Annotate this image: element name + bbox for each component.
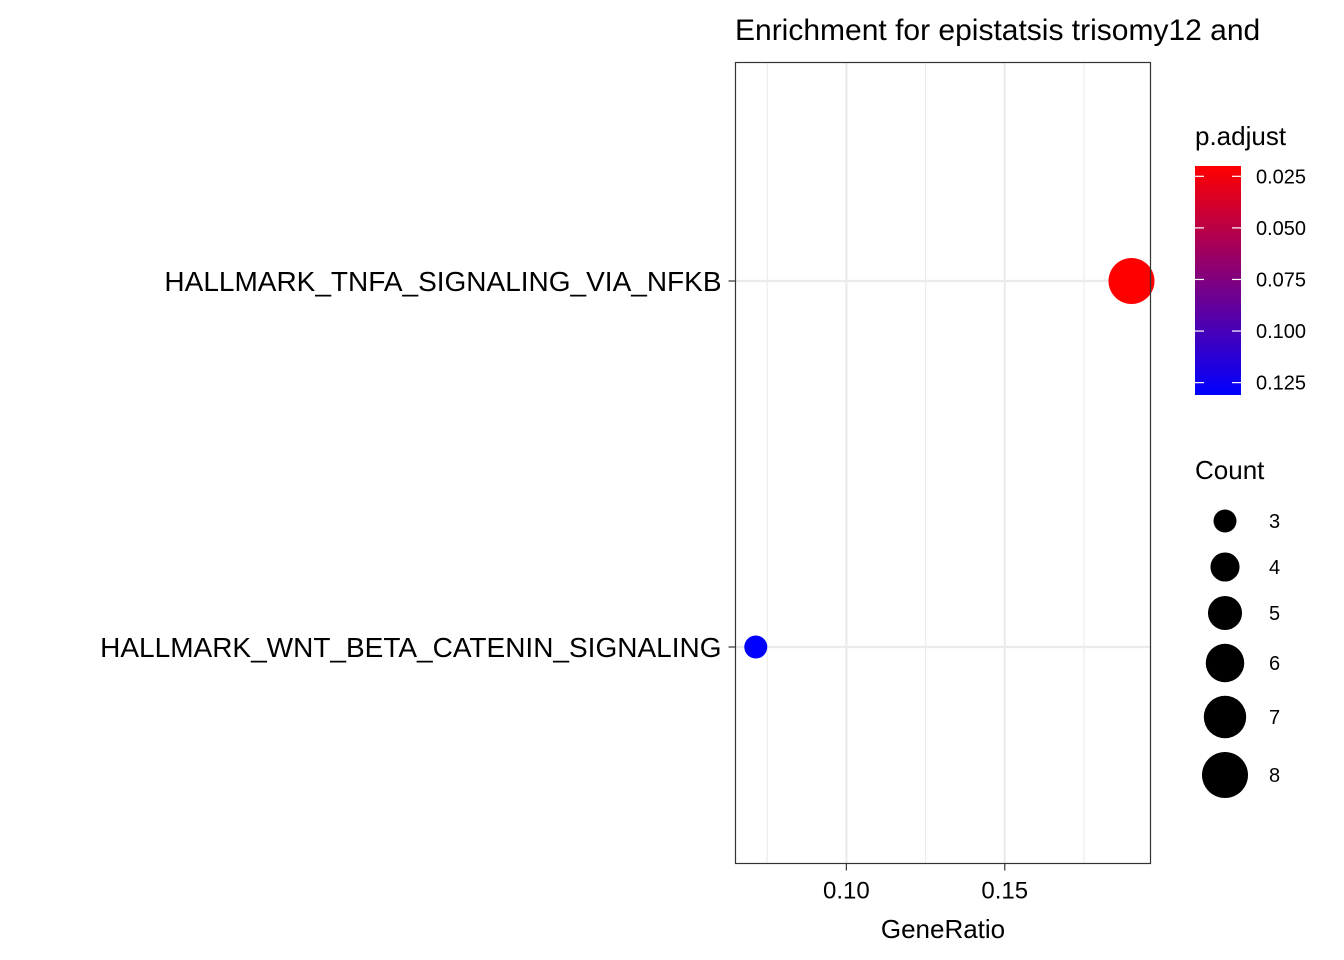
color-legend-label: 0.075 bbox=[1256, 269, 1306, 291]
panel-border bbox=[734, 61, 1152, 865]
color-bar bbox=[1195, 166, 1241, 395]
y-tick-label: HALLMARK_WNT_BETA_CATENIN_SIGNALING bbox=[100, 632, 721, 663]
color-legend-label: 0.025 bbox=[1256, 166, 1306, 188]
color-legend-label: 0.100 bbox=[1256, 321, 1306, 343]
count-legend-dot bbox=[1205, 643, 1245, 683]
chart-title: Enrichment for epistatsis trisomy12 and bbox=[735, 14, 1260, 47]
count-legend-dot bbox=[1210, 552, 1240, 582]
count-legend-dot bbox=[1203, 695, 1247, 739]
data-point bbox=[744, 635, 768, 659]
count-legend-label: 3 bbox=[1269, 511, 1280, 533]
x-axis-title: GeneRatio bbox=[881, 914, 1005, 944]
x-tick-label: 0.15 bbox=[981, 878, 1028, 905]
p-adjust-legend-title: p.adjust bbox=[1195, 121, 1287, 151]
count-legend-label: 5 bbox=[1269, 603, 1280, 625]
y-tick-label: HALLMARK_TNFA_SIGNALING_VIA_NFKB bbox=[164, 266, 721, 297]
y-axis: HALLMARK_TNFA_SIGNALING_VIA_NFKB HALLMARK… bbox=[100, 266, 736, 663]
count-legend-dot bbox=[1202, 752, 1248, 798]
count-legend: Count 3 4 5 6 7 8 bbox=[1195, 455, 1280, 798]
count-legend-label: 6 bbox=[1269, 653, 1280, 675]
p-adjust-legend: p.adjust 0.025 0.050 0.075 0.100 0.125 bbox=[1195, 121, 1306, 395]
x-axis: 0.10 0.15 bbox=[823, 863, 1028, 905]
count-legend-title: Count bbox=[1195, 455, 1265, 485]
x-tick-label: 0.10 bbox=[823, 878, 870, 905]
color-legend-label: 0.050 bbox=[1256, 218, 1306, 240]
panel-background bbox=[735, 62, 1151, 864]
data-point bbox=[1108, 258, 1155, 304]
color-legend-label: 0.125 bbox=[1256, 373, 1306, 395]
count-legend-label: 7 bbox=[1269, 707, 1280, 729]
count-legend-dot bbox=[1213, 509, 1237, 533]
plot-panel bbox=[734, 61, 1155, 865]
count-legend-label: 4 bbox=[1269, 557, 1280, 579]
count-legend-label: 8 bbox=[1269, 765, 1280, 787]
count-legend-dot bbox=[1207, 595, 1243, 631]
